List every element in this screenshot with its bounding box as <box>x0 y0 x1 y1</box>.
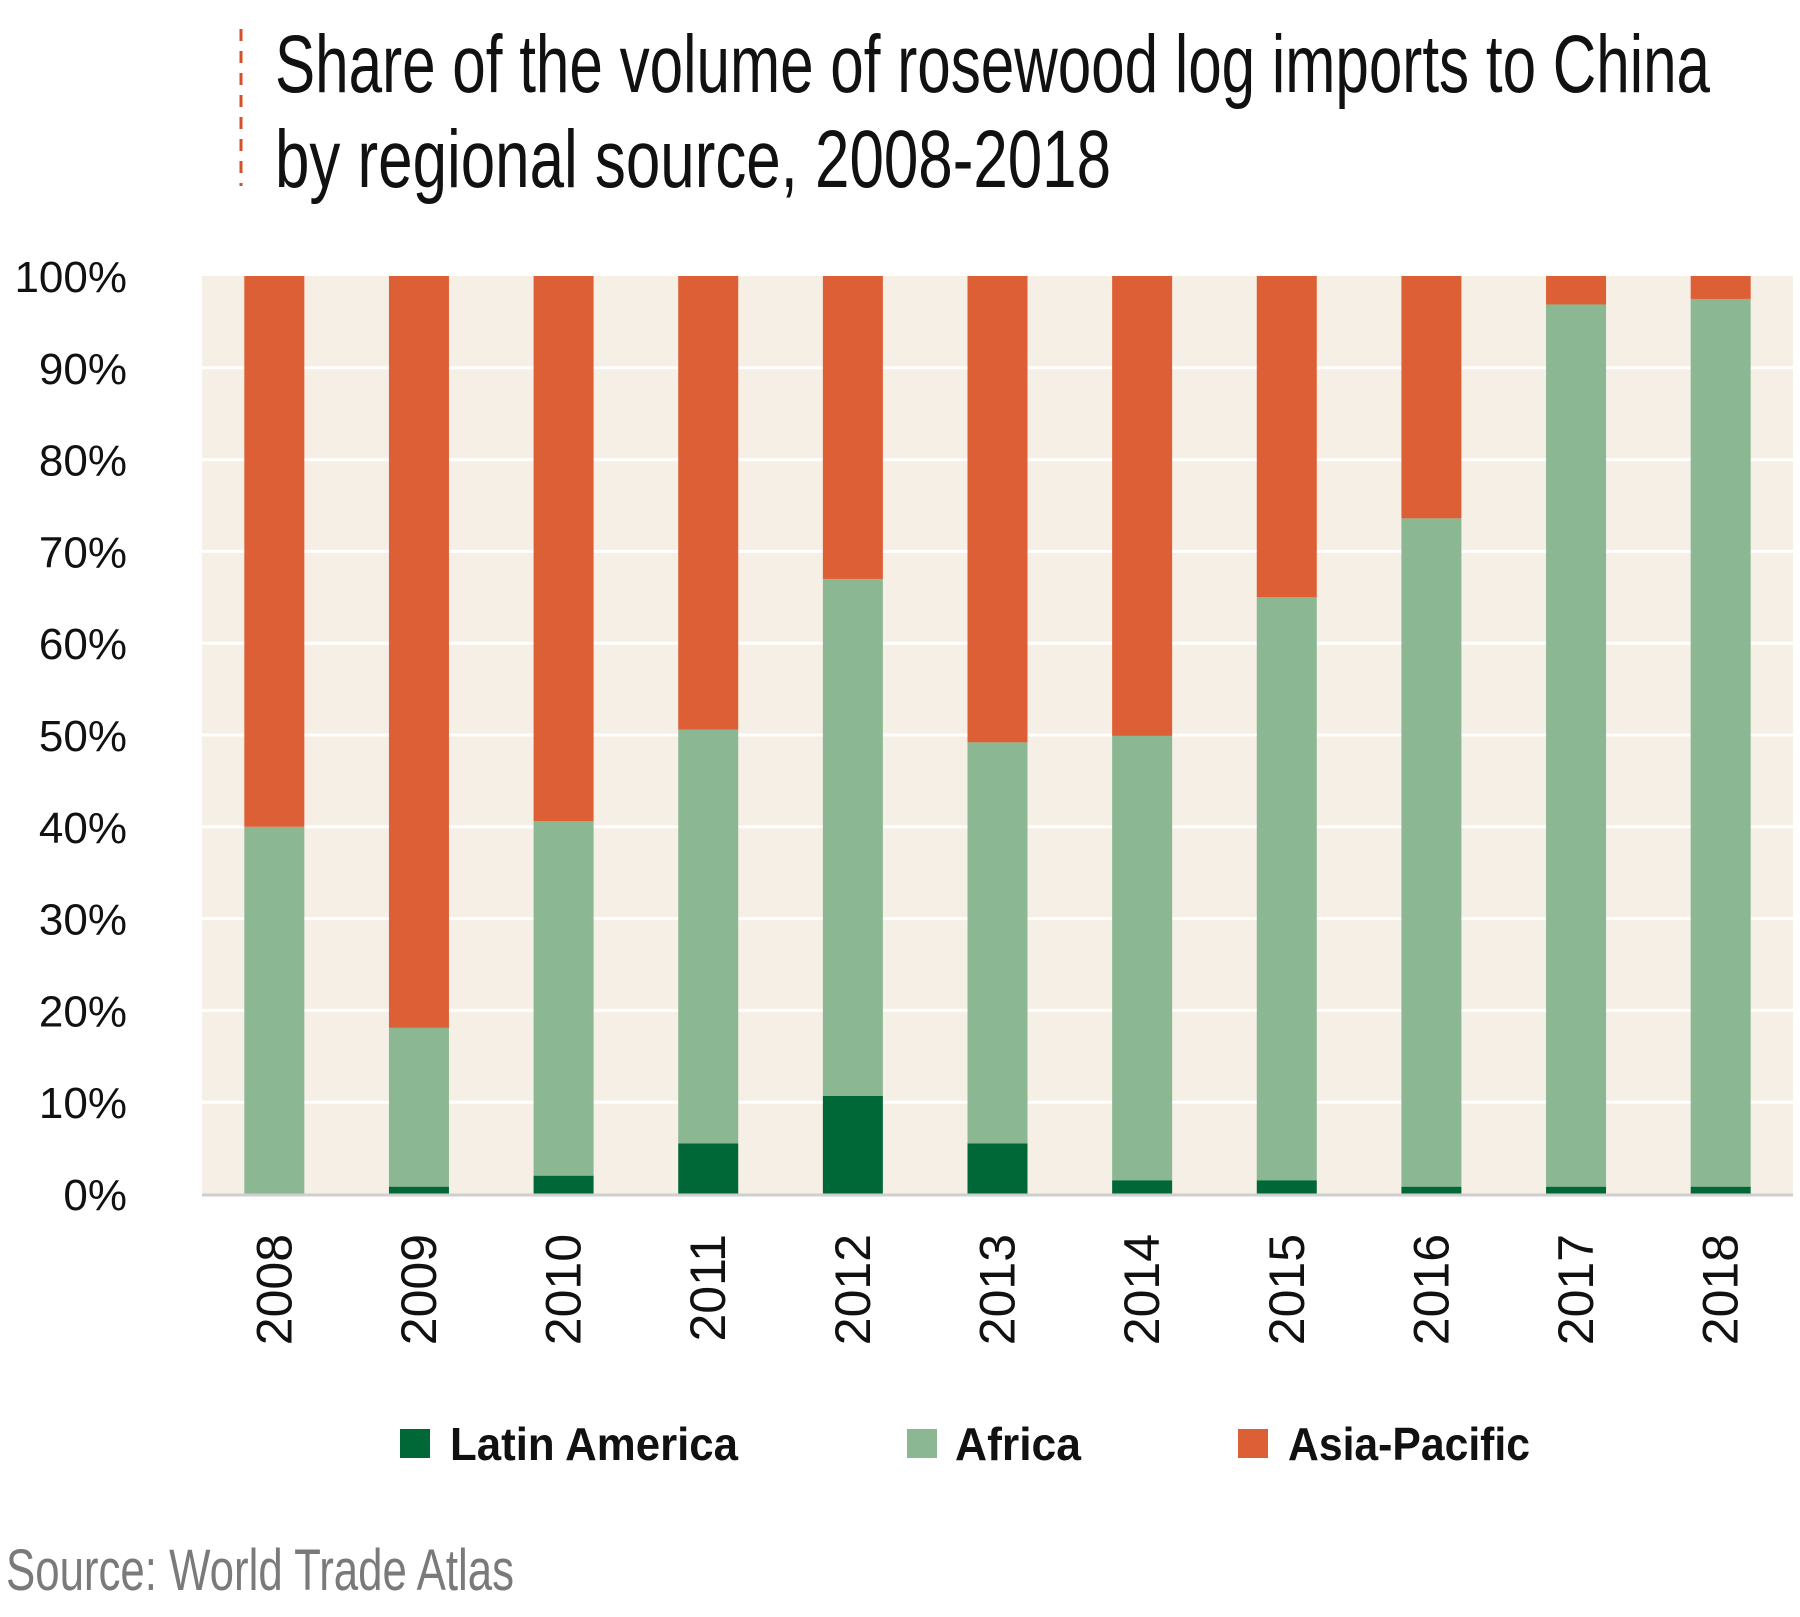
bar-stack-2017 <box>1546 276 1607 1194</box>
bar-latin-america-2011 <box>678 1143 739 1194</box>
bar-asia-pacific-2014 <box>1112 276 1173 736</box>
bar-stack-2009 <box>388 276 449 1194</box>
bar-asia-pacific-2015 <box>1256 276 1317 598</box>
y-tick-label: 80% <box>39 437 127 486</box>
y-tick-label: 90% <box>39 345 127 394</box>
bar-asia-pacific-2011 <box>678 276 739 730</box>
bar-africa-2008 <box>244 826 305 1194</box>
x-tick-label: 2015 <box>1259 1234 1315 1345</box>
bar-stack-2008 <box>244 276 305 1194</box>
bar-africa-2017 <box>1546 304 1607 1187</box>
y-tick-label: 60% <box>39 620 127 669</box>
y-tick-label: 0% <box>63 1171 127 1220</box>
bar-asia-pacific-2018 <box>1690 276 1751 299</box>
x-tick-label: 2017 <box>1548 1234 1604 1345</box>
bar-africa-2015 <box>1256 597 1317 1181</box>
bar-africa-2013 <box>967 742 1028 1144</box>
bar-stack-2013 <box>967 276 1028 1194</box>
bar-stack-2012 <box>822 276 883 1194</box>
bar-africa-2014 <box>1112 735 1173 1181</box>
bar-asia-pacific-2008 <box>244 276 305 827</box>
bar-africa-2009 <box>388 1027 449 1187</box>
bar-stack-2015 <box>1256 276 1317 1194</box>
bar-asia-pacific-2010 <box>533 276 594 822</box>
bar-latin-america-2012 <box>822 1095 883 1194</box>
bar-latin-america-2016 <box>1401 1186 1462 1194</box>
x-tick-label: 2010 <box>536 1234 592 1345</box>
bar-stack-2016 <box>1401 276 1462 1194</box>
x-tick-label: 2009 <box>391 1234 447 1345</box>
x-tick-label: 2013 <box>970 1234 1026 1345</box>
y-tick-label: 50% <box>39 712 127 761</box>
y-tick-label: 30% <box>39 896 127 945</box>
bar-asia-pacific-2013 <box>967 276 1028 743</box>
bar-latin-america-2014 <box>1112 1180 1173 1194</box>
x-tick-label: 2018 <box>1693 1234 1749 1345</box>
chart-title-line-1: Share of the volume of rosewood log impo… <box>275 19 1710 110</box>
bar-latin-america-2015 <box>1256 1180 1317 1194</box>
bar-africa-2010 <box>533 821 594 1176</box>
bar-asia-pacific-2016 <box>1401 276 1462 519</box>
source-note: Source: World Trade Atlas <box>6 1538 514 1603</box>
legend-swatch-africa <box>907 1429 937 1458</box>
legend-label-latin-america: Latin America <box>450 1418 738 1470</box>
bar-latin-america-2017 <box>1546 1186 1607 1194</box>
y-tick-label: 10% <box>39 1079 127 1128</box>
bar-stack-2010 <box>533 276 594 1194</box>
y-tick-label: 70% <box>39 528 127 577</box>
x-tick-label: 2014 <box>1114 1234 1170 1345</box>
bar-latin-america-2010 <box>533 1175 594 1194</box>
bar-africa-2012 <box>822 578 883 1096</box>
legend-label-africa: Africa <box>955 1418 1081 1470</box>
bar-latin-america-2018 <box>1690 1186 1751 1194</box>
legend: Latin America Africa Asia-Pacific <box>400 1418 1530 1470</box>
y-tick-label: 20% <box>39 987 127 1036</box>
bar-asia-pacific-2009 <box>388 276 449 1028</box>
bar-stack-2011 <box>678 276 739 1194</box>
bar-stack-2018 <box>1690 276 1751 1194</box>
bar-latin-america-2013 <box>967 1143 1028 1194</box>
bar-africa-2018 <box>1690 298 1751 1187</box>
x-tick-label: 2008 <box>246 1234 302 1345</box>
y-tick-label: 100% <box>14 253 127 302</box>
legend-swatch-latin-america <box>400 1429 430 1458</box>
bar-latin-america-2009 <box>388 1186 449 1194</box>
x-tick-label: 2016 <box>1403 1234 1459 1345</box>
bar-stack-2014 <box>1112 276 1173 1194</box>
chart-title-line-2: by regional source, 2008-2018 <box>275 114 1111 205</box>
x-tick-label: 2011 <box>680 1234 736 1342</box>
bar-asia-pacific-2017 <box>1546 276 1607 305</box>
x-tick-label: 2012 <box>825 1234 881 1345</box>
y-tick-label: 40% <box>39 804 127 853</box>
bar-africa-2011 <box>678 729 739 1144</box>
legend-swatch-asia-pacific <box>1238 1429 1268 1458</box>
bar-asia-pacific-2012 <box>822 276 883 579</box>
bar-africa-2016 <box>1401 518 1462 1187</box>
legend-label-asia-pacific: Asia-Pacific <box>1288 1418 1530 1470</box>
